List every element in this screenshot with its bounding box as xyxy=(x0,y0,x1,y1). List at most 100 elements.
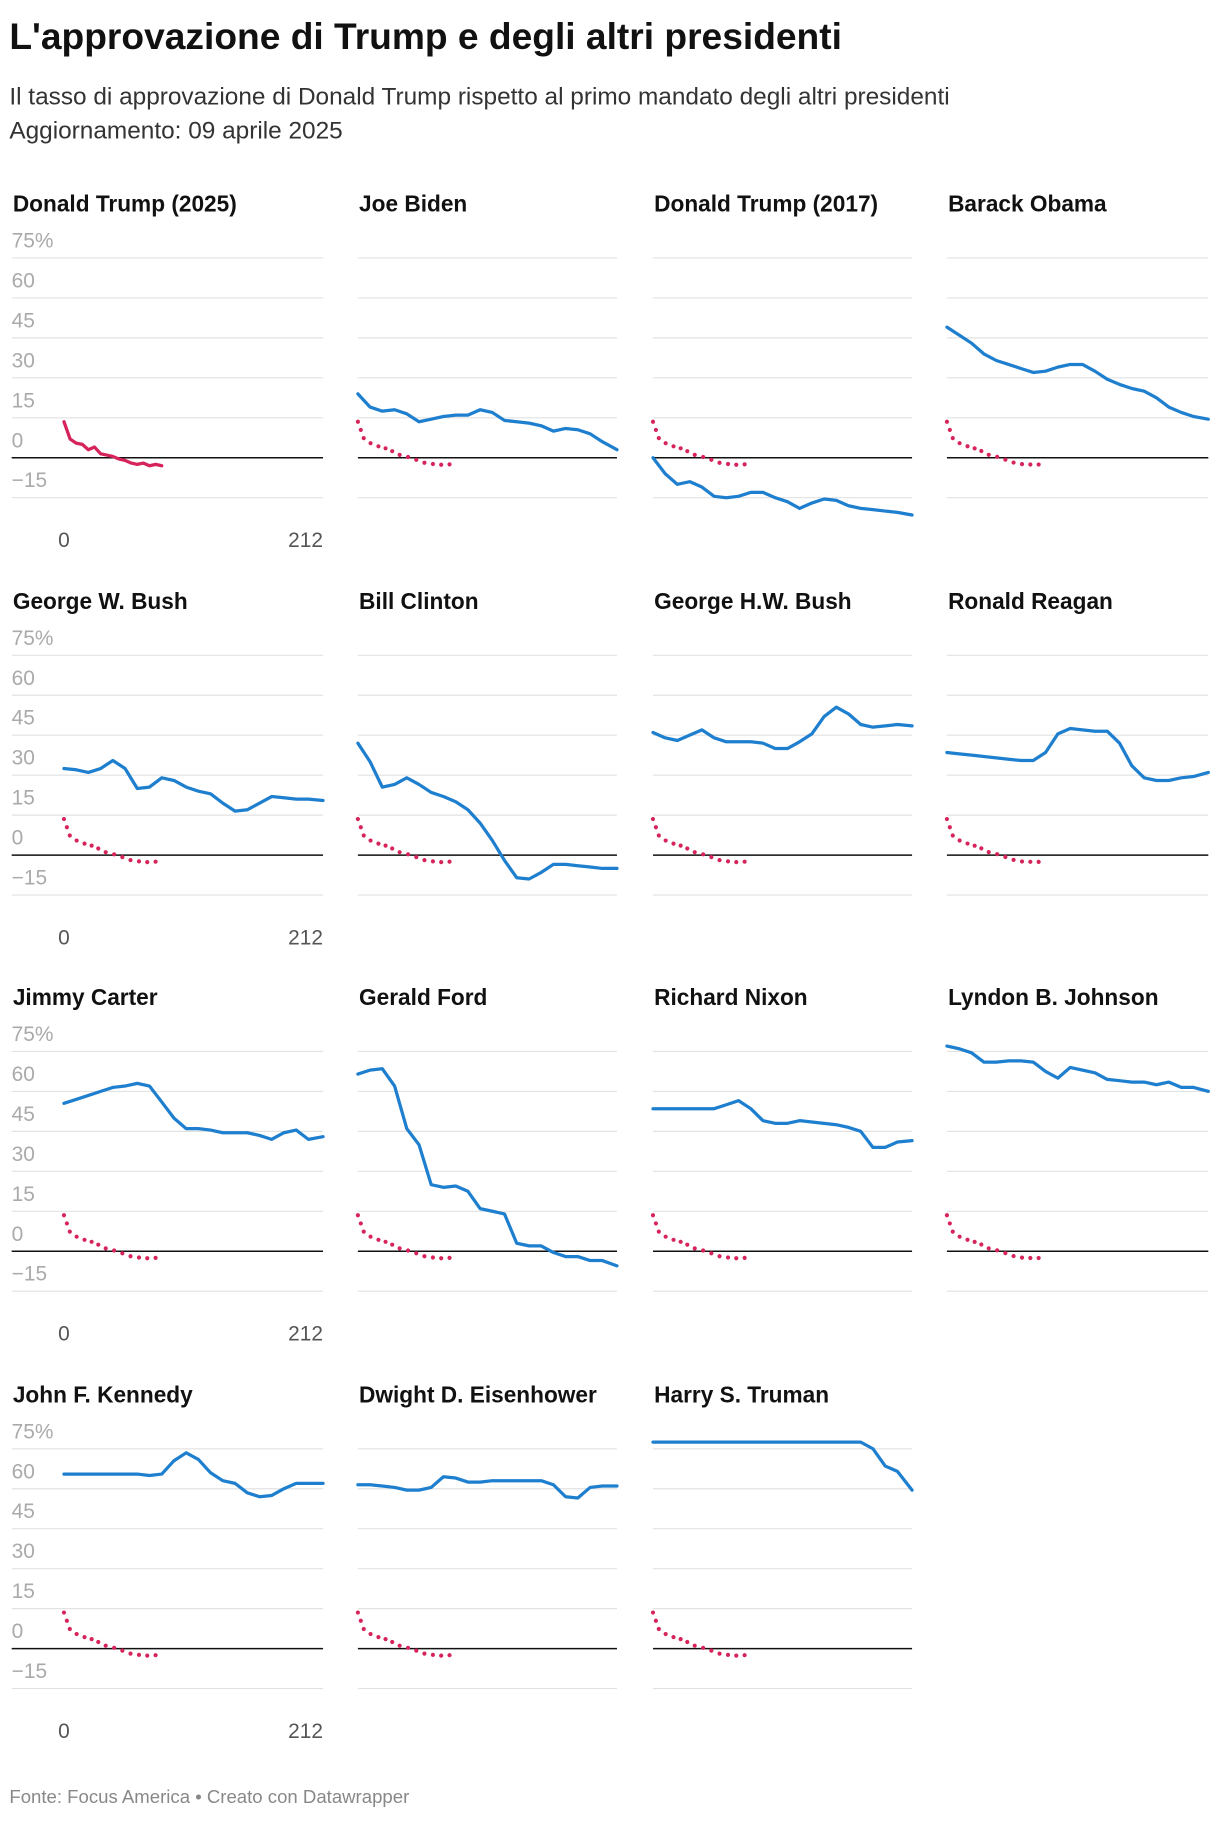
y-tick-label: 60 xyxy=(12,1460,35,1483)
reference-line xyxy=(650,1610,753,1659)
panel-title: Gerald Ford xyxy=(359,984,487,1010)
data-line xyxy=(62,1451,325,1499)
panel: Donald Trump (2017) xyxy=(650,190,914,517)
data-line xyxy=(945,325,1210,421)
reference-line xyxy=(355,1610,458,1659)
x-tick-label: 0 xyxy=(58,1323,70,1346)
y-tick-label: 30 xyxy=(12,1540,35,1563)
panel-title: Harry S. Truman xyxy=(654,1381,829,1407)
panel-title: George H.W. Bush xyxy=(654,588,852,614)
panel-title: Donald Trump (2025) xyxy=(13,190,237,216)
panel: Barack Obama xyxy=(944,190,1210,499)
reference-line xyxy=(355,1213,458,1262)
data-line xyxy=(651,456,914,517)
x-tick-label: 212 xyxy=(288,927,323,950)
panel-title: Lyndon B. Johnson xyxy=(948,984,1158,1010)
reference-line xyxy=(650,816,753,866)
panel: Donald Trump (2025) 75% 60 45 30 15 0 −15 0 212 xyxy=(11,190,324,552)
y-tick-label: 15 xyxy=(12,1580,35,1603)
data-line xyxy=(356,1475,619,1500)
panel: Dwight D. Eisenhower xyxy=(355,1381,619,1690)
reference-line xyxy=(944,816,1048,866)
y-tick-label: 45 xyxy=(12,309,35,332)
y-tick-label: 75% xyxy=(12,1023,54,1046)
reference-line xyxy=(355,419,458,468)
y-tick-label: 45 xyxy=(12,1500,35,1523)
data-line xyxy=(651,1099,914,1150)
y-tick-label: 45 xyxy=(12,707,35,730)
panel: Ronald Reagan xyxy=(944,588,1210,896)
data-line xyxy=(62,420,164,468)
y-tick-label: 0 xyxy=(12,1620,24,1643)
x-tick-label: 0 xyxy=(58,1720,70,1743)
panel-title: Donald Trump (2017) xyxy=(654,190,878,216)
reference-line xyxy=(61,816,164,866)
panel-title: George W. Bush xyxy=(13,588,188,614)
y-tick-label: 30 xyxy=(12,1143,35,1166)
y-tick-label: 15 xyxy=(12,1183,35,1206)
y-tick-label: 0 xyxy=(12,1223,24,1246)
data-line xyxy=(62,1081,325,1141)
data-line xyxy=(945,726,1210,783)
y-tick-label: 60 xyxy=(12,1063,35,1086)
x-tick-label: 0 xyxy=(58,529,70,552)
y-tick-label: −15 xyxy=(12,867,47,890)
panel-title: Barack Obama xyxy=(948,190,1107,216)
panel: Harry S. Truman xyxy=(650,1381,914,1690)
panel: Lyndon B. Johnson xyxy=(944,984,1210,1292)
panel-title: Ronald Reagan xyxy=(948,588,1113,614)
data-line xyxy=(651,1440,914,1492)
data-line xyxy=(62,758,325,813)
y-tick-label: 60 xyxy=(12,667,35,690)
data-line xyxy=(945,1044,1210,1094)
y-tick-label: 60 xyxy=(12,269,35,292)
y-tick-label: 0 xyxy=(12,429,24,452)
y-tick-label: 15 xyxy=(12,787,35,810)
y-tick-label: −15 xyxy=(12,1263,47,1286)
y-tick-label: 45 xyxy=(12,1103,35,1126)
panel: Gerald Ford xyxy=(355,984,619,1292)
y-tick-label: 0 xyxy=(12,827,24,850)
update-note: Aggiornamento: 09 aprile 2025 xyxy=(9,117,342,144)
x-tick-label: 212 xyxy=(288,1323,323,1346)
panel-title: Dwight D. Eisenhower xyxy=(359,1381,597,1407)
reference-line xyxy=(61,1610,164,1659)
y-tick-label: 75% xyxy=(12,627,54,650)
y-tick-label: −15 xyxy=(12,469,47,492)
y-tick-label: −15 xyxy=(12,1660,47,1683)
y-tick-label: 75% xyxy=(12,229,54,252)
panel-title: Jimmy Carter xyxy=(13,984,158,1010)
data-line xyxy=(356,392,619,452)
data-line xyxy=(651,705,914,751)
x-tick-label: 212 xyxy=(288,1720,323,1743)
panel: George W. Bush 75% 60 45 30 15 0 −15 0 212 xyxy=(11,588,325,950)
panel: Jimmy Carter 75% 60 45 30 15 0 −15 0 212 xyxy=(11,984,325,1346)
panel: Richard Nixon xyxy=(650,984,914,1292)
panel: John F. Kennedy 75% 60 45 30 15 0 −15 0 212 xyxy=(11,1381,325,1743)
x-tick-label: 0 xyxy=(58,927,70,950)
reference-line xyxy=(944,419,1048,468)
y-tick-label: 75% xyxy=(12,1420,54,1443)
panel: Joe Biden xyxy=(355,190,619,499)
data-line xyxy=(356,741,619,881)
source-note: Fonte: Focus America • Creato con Datawr… xyxy=(9,1786,409,1807)
chart-title: L'approvazione di Trump e degli altri pr… xyxy=(9,15,842,57)
reference-line xyxy=(355,816,458,866)
y-tick-label: 30 xyxy=(12,349,35,372)
data-line xyxy=(356,1067,619,1268)
y-tick-label: 30 xyxy=(12,747,35,770)
reference-line xyxy=(650,419,753,468)
panel-title: Bill Clinton xyxy=(359,588,478,614)
chart-subtitle: Il tasso di approvazione di Donald Trump… xyxy=(9,84,949,111)
reference-line xyxy=(61,1213,164,1262)
y-tick-label: 15 xyxy=(12,389,35,412)
panel-title: John F. Kennedy xyxy=(13,1381,193,1407)
panel-title: Joe Biden xyxy=(359,190,467,216)
reference-line xyxy=(650,1213,753,1262)
x-tick-label: 212 xyxy=(288,529,323,552)
panel-title: Richard Nixon xyxy=(654,984,807,1010)
reference-line xyxy=(944,1213,1048,1262)
panel: Bill Clinton xyxy=(355,588,619,896)
